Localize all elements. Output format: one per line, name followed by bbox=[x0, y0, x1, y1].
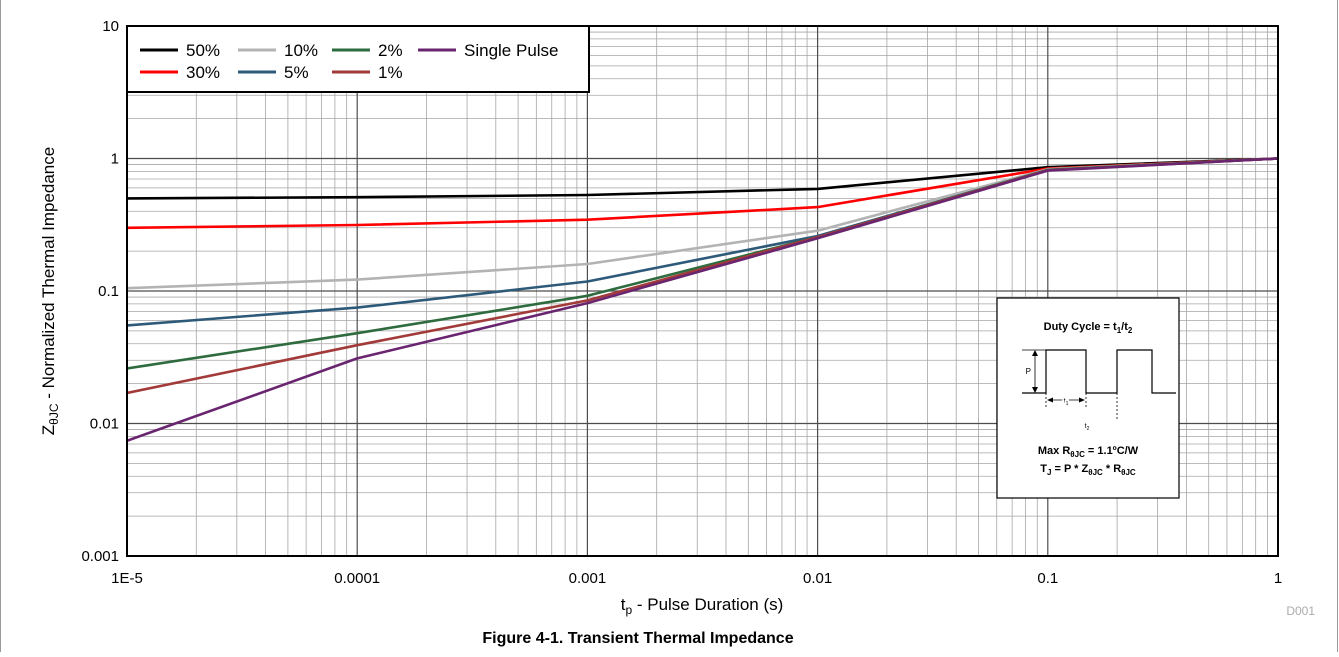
inset-title: Duty Cycle = t1/t2 bbox=[1044, 321, 1133, 335]
legend-label-10-: 10% bbox=[284, 41, 318, 60]
figure-caption: Figure 4-1. Transient Thermal Impedance bbox=[482, 630, 793, 647]
inset-rthjc-line: Max RθJC = 1.1ºC/W bbox=[1038, 445, 1139, 459]
t1-label: t1 bbox=[1064, 398, 1069, 407]
y-tick-label: 1 bbox=[111, 151, 119, 168]
legend-label-2-: 2% bbox=[378, 41, 403, 60]
x-axis-label: tp - Pulse Duration (s) bbox=[621, 595, 784, 617]
legend-label-5-: 5% bbox=[284, 63, 309, 82]
x-tick-label: 0.0001 bbox=[334, 570, 380, 587]
legend-label-single-pulse: Single Pulse bbox=[464, 41, 559, 60]
inset-box bbox=[996, 297, 1180, 499]
inset-tj-formula: TJ = P * ZθJC * RθJC bbox=[1040, 463, 1136, 477]
y-tick-label: 0.001 bbox=[81, 548, 119, 565]
t2-label: t2 bbox=[1085, 423, 1090, 432]
t1-arrow-right bbox=[1079, 397, 1085, 403]
t1-arrow-left bbox=[1047, 397, 1053, 403]
y-tick-label: 0.01 bbox=[90, 416, 119, 433]
series-lines bbox=[126, 157, 1279, 443]
x-tick-label: 0.001 bbox=[569, 570, 607, 587]
x-tick-label: 1 bbox=[1274, 570, 1282, 587]
y-tick-label: 10 bbox=[102, 18, 119, 35]
pulse-waveform bbox=[1022, 349, 1176, 394]
y-tick-label: 0.1 bbox=[98, 283, 119, 300]
legend: 50% 10% 2% Single Pulse 30% 5% 1% bbox=[126, 25, 590, 93]
duty-cycle-inset: Duty Cycle = t1/t2 P t1 t2 Max RθJC = 1.… bbox=[996, 297, 1180, 499]
legend-label-50-: 50% bbox=[186, 41, 220, 60]
figure-code: D001 bbox=[1286, 604, 1315, 618]
x-tick-label: 0.1 bbox=[1037, 570, 1058, 587]
p-label: P bbox=[1026, 367, 1031, 376]
series-line-single-pulse bbox=[126, 157, 1279, 443]
x-tick-label: 0.01 bbox=[803, 570, 832, 587]
tick-labels: 1E-5 0.0001 0.001 0.01 0.1 1 10 1 0.1 0.01 0.001 bbox=[81, 18, 1282, 587]
p-arrow-down bbox=[1032, 387, 1038, 393]
x-tick-label: 1E-5 bbox=[111, 570, 143, 587]
legend-label-1-: 1% bbox=[378, 63, 403, 82]
p-arrow-up bbox=[1032, 350, 1038, 356]
plot-frame bbox=[126, 25, 1279, 557]
legend-box bbox=[126, 25, 590, 93]
y-axis-label: ZθJC - Normalized Thermal Impedance bbox=[39, 147, 61, 435]
legend-label-30-: 30% bbox=[186, 63, 220, 82]
